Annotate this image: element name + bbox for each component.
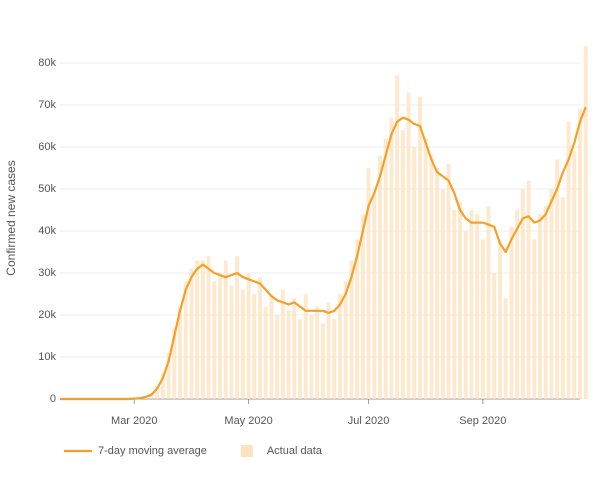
bar [200,260,205,399]
bar [223,260,228,399]
bar [526,180,531,399]
bar [275,315,280,399]
y-tick-label: 80k [38,57,56,69]
bar [320,323,325,399]
bar [503,298,508,399]
y-tick-label: 70k [38,99,56,111]
bar [566,121,571,400]
bar [298,319,302,399]
bar [498,239,502,399]
bar [383,138,388,399]
bar [446,163,451,399]
x-tick-label: May 2020 [224,415,272,427]
bar [543,205,548,399]
y-tick-label: 10k [38,351,56,363]
bar [549,189,554,399]
bar [440,189,445,399]
bar [246,273,251,399]
bar [480,239,485,399]
y-tick-label: 40k [38,225,56,237]
y-tick-label: 0 [50,393,56,405]
bar [360,214,365,399]
bar [492,273,497,399]
bar [520,189,525,399]
bar [452,210,457,399]
bar [435,168,440,399]
bar [229,285,234,399]
bar [412,147,417,399]
bar [463,231,468,399]
bar [389,117,394,399]
legend-label: 7-day moving average [98,445,207,457]
bar [189,268,194,399]
y-tick-label: 20k [38,309,56,321]
bar [338,294,342,399]
bar [475,214,480,399]
bar [378,155,382,399]
y-axis-label: Confirmed new cases [4,160,18,275]
bar [555,159,560,399]
legend-swatch [240,445,253,457]
bar [195,260,200,399]
bar [395,75,400,399]
bar [218,273,222,399]
bar [366,168,371,399]
y-tick-label: 30k [38,267,56,279]
bar [532,239,537,399]
bar [303,294,308,399]
x-tick-label: Jul 2020 [348,415,390,427]
bar [286,310,291,399]
line [60,106,587,401]
bar [252,294,257,399]
bar [578,109,582,399]
bar [280,289,285,399]
bar [160,373,165,399]
bar [155,386,160,399]
bar [183,281,188,399]
bar [235,256,240,399]
legend-label: Actual data [267,445,323,457]
bar [418,96,422,399]
bar [515,210,520,399]
bar [423,138,428,399]
bar [583,46,588,399]
bar [166,352,171,399]
bar [343,281,348,399]
bar [292,298,297,399]
bar [149,393,154,399]
bar [572,151,577,399]
bar [326,302,331,399]
bar [400,130,405,399]
bar [309,315,314,399]
x-tick-label: Sep 2020 [459,415,506,427]
bar [263,306,268,399]
bar [372,189,377,399]
bar [349,260,354,399]
bar [258,277,262,399]
bar [355,239,360,399]
bar [212,281,217,399]
bar [469,210,474,399]
bar [538,214,542,399]
bar [178,306,182,399]
bar [315,306,320,399]
bar [458,201,462,399]
bar [206,256,211,399]
bar [240,289,245,399]
bar [509,226,514,399]
bar [486,205,491,399]
bar [406,92,411,400]
bar [332,319,337,399]
x-tick-label: Mar 2020 [111,415,157,427]
bar [560,197,565,399]
bar [429,155,434,399]
y-tick-label: 60k [38,141,56,153]
bar [172,327,177,399]
bar [269,294,274,399]
y-tick-label: 50k [38,183,56,195]
